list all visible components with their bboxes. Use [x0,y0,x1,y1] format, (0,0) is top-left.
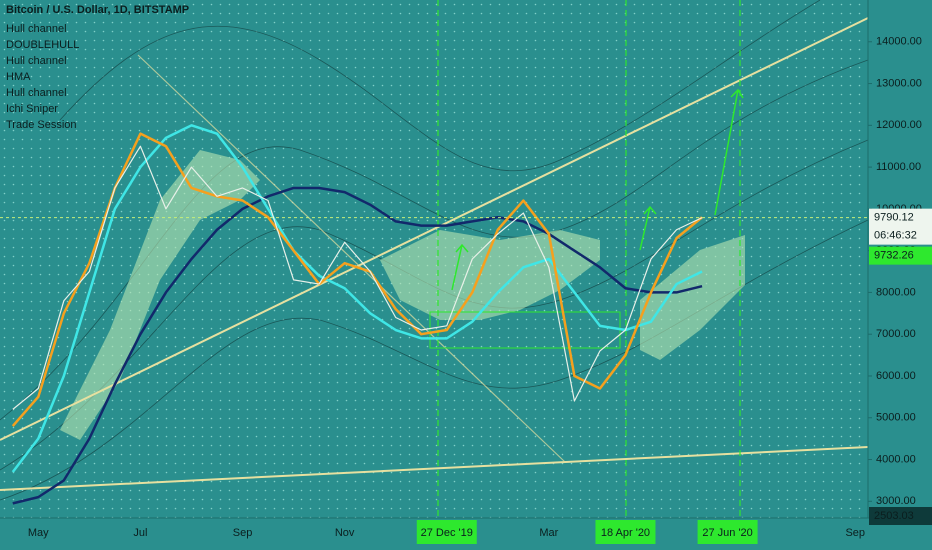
chart-title: Bitcoin / U.S. Dollar, 1D, BITSTAMP [6,4,189,16]
indicator-label: Ichi Sniper [6,103,58,115]
projection-arrows [429,88,744,349]
y-tick-label: 6000.00 [876,370,916,382]
price-line [11,132,703,427]
indicator-label: Hull channel [6,55,67,67]
price-line [11,124,703,473]
indicator-label: HMA [6,71,31,83]
x-tick-label: Jul [133,527,147,539]
x-tick-label: 27 Jun '20 [702,527,752,539]
price-line [12,145,703,410]
x-tick-label: Nov [335,527,355,539]
y-tick-label: 11000.00 [876,161,921,173]
x-tick-label: May [28,527,49,539]
x-tick-label: 27 Dec '19 [421,527,473,539]
second-price-label: 9732.26 [874,250,914,262]
price-box [869,246,932,265]
x-tick-label: Sep [845,527,865,539]
event-lines [437,0,741,518]
y-tick-label: 13000.00 [876,77,922,89]
y-tick-label: 12000.00 [876,119,922,131]
y-tick-label: 5000.00 [876,412,916,424]
y-tick-label: 3000.00 [876,495,916,507]
countdown-label: 06:46:32 [874,230,917,242]
x-label-box [697,520,758,544]
x-tick-label: Sep [233,527,253,539]
x-tick-label: 18 Apr '20 [601,527,650,539]
low-price-label: 2503.03 [874,510,914,522]
last-price-label: 9790.12 [874,212,914,224]
price-box [869,507,932,525]
x-label-box [416,520,477,544]
y-tick-label: 4000.00 [876,453,916,465]
y-tick-label: 8000.00 [876,286,916,298]
ichimoku-cloud [60,150,745,440]
indicator-label: Hull channel [6,87,67,99]
price-line [12,186,703,505]
x-tick-label: Mar [539,527,558,539]
trend-lines [0,17,869,491]
y-tick-label: 7000.00 [876,328,916,340]
indicator-label: DOUBLEHULL [6,39,79,51]
indicator-label: Trade Session [6,119,77,131]
x-label-box [595,520,656,544]
indicator-label: Hull channel [6,23,67,35]
y-tick-label: 14000.00 [876,36,922,48]
price-box [869,208,932,245]
